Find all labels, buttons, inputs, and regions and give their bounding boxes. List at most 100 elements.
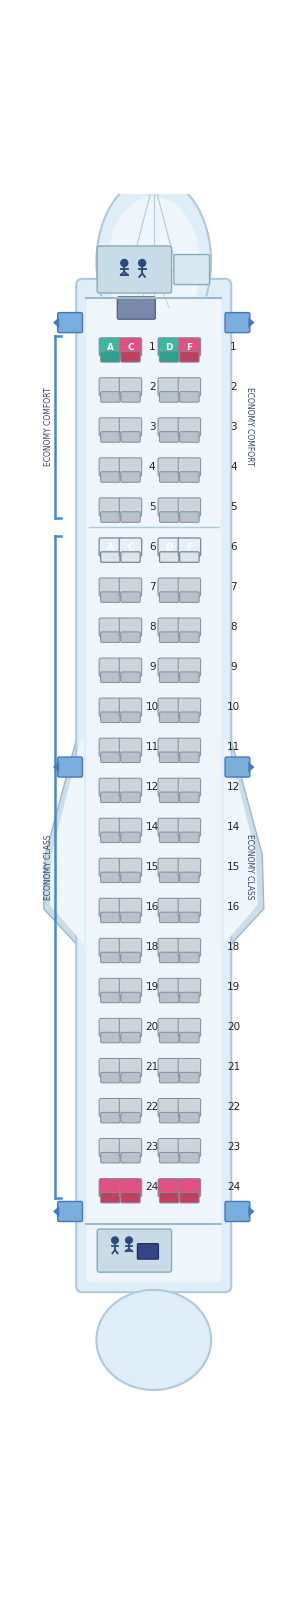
Text: 20: 20	[146, 1023, 159, 1032]
FancyBboxPatch shape	[101, 432, 120, 442]
FancyBboxPatch shape	[158, 1139, 181, 1157]
FancyBboxPatch shape	[180, 752, 199, 762]
FancyBboxPatch shape	[178, 738, 201, 757]
FancyBboxPatch shape	[178, 1018, 201, 1037]
Text: F: F	[186, 544, 193, 552]
Text: 1: 1	[149, 341, 155, 351]
Text: 20: 20	[227, 1023, 240, 1032]
FancyBboxPatch shape	[180, 552, 199, 563]
Text: 2: 2	[230, 382, 237, 392]
FancyBboxPatch shape	[178, 1099, 201, 1116]
FancyBboxPatch shape	[119, 417, 142, 437]
FancyBboxPatch shape	[160, 472, 179, 482]
FancyBboxPatch shape	[180, 1113, 199, 1123]
Polygon shape	[50, 739, 86, 947]
FancyBboxPatch shape	[178, 417, 201, 437]
Polygon shape	[248, 317, 254, 328]
Text: 6: 6	[230, 542, 237, 552]
FancyBboxPatch shape	[158, 1099, 181, 1116]
Text: 10: 10	[146, 702, 159, 712]
Circle shape	[126, 1236, 132, 1244]
FancyBboxPatch shape	[121, 671, 140, 683]
FancyBboxPatch shape	[225, 757, 250, 777]
Polygon shape	[53, 762, 59, 772]
FancyBboxPatch shape	[101, 592, 120, 602]
Circle shape	[139, 259, 145, 267]
Text: 1: 1	[230, 341, 237, 351]
FancyBboxPatch shape	[119, 338, 142, 356]
FancyBboxPatch shape	[160, 992, 179, 1003]
FancyBboxPatch shape	[117, 296, 155, 319]
FancyBboxPatch shape	[101, 1073, 120, 1082]
Circle shape	[121, 259, 128, 267]
FancyBboxPatch shape	[178, 1058, 201, 1078]
FancyBboxPatch shape	[178, 537, 201, 557]
Polygon shape	[248, 1205, 254, 1217]
Text: C: C	[127, 544, 134, 552]
FancyBboxPatch shape	[158, 537, 181, 557]
FancyBboxPatch shape	[180, 592, 199, 602]
FancyBboxPatch shape	[119, 1178, 142, 1197]
FancyBboxPatch shape	[158, 697, 181, 717]
FancyBboxPatch shape	[160, 872, 179, 883]
FancyBboxPatch shape	[101, 913, 120, 922]
FancyBboxPatch shape	[180, 1032, 199, 1044]
FancyBboxPatch shape	[160, 913, 179, 922]
FancyBboxPatch shape	[99, 377, 122, 396]
FancyBboxPatch shape	[180, 392, 199, 403]
FancyBboxPatch shape	[178, 659, 201, 676]
FancyBboxPatch shape	[121, 511, 140, 523]
Text: ECONOMY CLASS: ECONOMY CLASS	[245, 835, 254, 900]
FancyBboxPatch shape	[121, 1113, 140, 1123]
FancyBboxPatch shape	[119, 1058, 142, 1078]
FancyBboxPatch shape	[121, 913, 140, 922]
FancyBboxPatch shape	[99, 578, 122, 597]
FancyBboxPatch shape	[101, 872, 120, 883]
FancyBboxPatch shape	[180, 953, 199, 963]
FancyBboxPatch shape	[119, 738, 142, 757]
FancyBboxPatch shape	[99, 1099, 122, 1116]
FancyBboxPatch shape	[99, 417, 122, 437]
FancyBboxPatch shape	[158, 618, 181, 636]
Text: 10: 10	[227, 702, 240, 712]
Text: D: D	[166, 343, 173, 353]
FancyBboxPatch shape	[99, 338, 122, 356]
FancyBboxPatch shape	[180, 1192, 199, 1202]
Text: 8: 8	[149, 621, 155, 633]
Text: 19: 19	[146, 982, 159, 992]
Text: 4: 4	[149, 461, 155, 472]
FancyBboxPatch shape	[160, 633, 179, 642]
Text: D: D	[166, 544, 173, 552]
FancyBboxPatch shape	[180, 872, 199, 883]
FancyBboxPatch shape	[160, 953, 179, 963]
FancyBboxPatch shape	[178, 1139, 201, 1157]
FancyBboxPatch shape	[158, 458, 181, 476]
FancyBboxPatch shape	[178, 458, 201, 476]
FancyBboxPatch shape	[160, 552, 179, 563]
Ellipse shape	[96, 178, 211, 346]
FancyBboxPatch shape	[180, 793, 199, 803]
Text: 9: 9	[230, 662, 237, 671]
FancyBboxPatch shape	[180, 913, 199, 922]
FancyBboxPatch shape	[101, 511, 120, 523]
FancyBboxPatch shape	[160, 432, 179, 442]
Text: 22: 22	[146, 1102, 159, 1113]
Text: ECONOMY CLASS: ECONOMY CLASS	[44, 835, 53, 900]
FancyBboxPatch shape	[121, 1032, 140, 1044]
FancyBboxPatch shape	[86, 296, 221, 1281]
FancyBboxPatch shape	[101, 1192, 120, 1202]
FancyBboxPatch shape	[225, 1202, 250, 1222]
FancyBboxPatch shape	[158, 819, 181, 837]
FancyBboxPatch shape	[101, 1113, 120, 1123]
Text: ECONOMY COMFORT: ECONOMY COMFORT	[245, 387, 254, 466]
FancyBboxPatch shape	[158, 659, 181, 676]
FancyBboxPatch shape	[119, 618, 142, 636]
Text: 11: 11	[227, 743, 240, 752]
FancyBboxPatch shape	[178, 338, 201, 356]
FancyBboxPatch shape	[158, 778, 181, 796]
FancyBboxPatch shape	[58, 1202, 82, 1222]
FancyBboxPatch shape	[160, 511, 179, 523]
FancyBboxPatch shape	[158, 498, 181, 516]
Text: 24: 24	[227, 1183, 240, 1192]
FancyBboxPatch shape	[99, 938, 122, 956]
